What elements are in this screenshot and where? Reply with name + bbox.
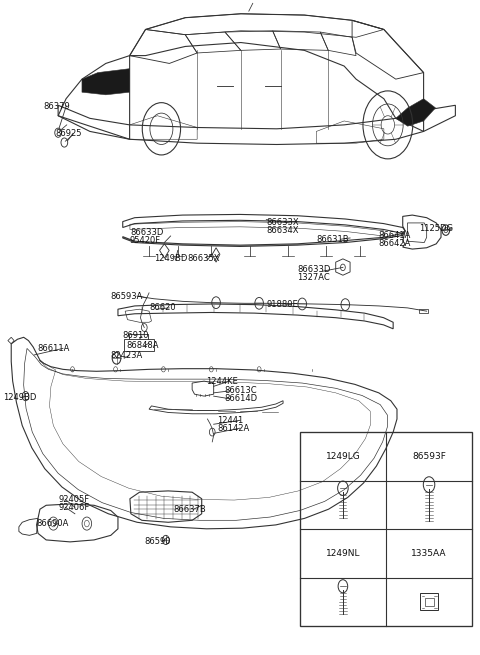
Text: 1249NL: 1249NL bbox=[325, 549, 360, 558]
Text: 95420F: 95420F bbox=[130, 236, 161, 245]
Bar bbox=[300, 432, 472, 626]
Text: 86142A: 86142A bbox=[217, 424, 249, 433]
Text: 86590: 86590 bbox=[144, 536, 171, 546]
Polygon shape bbox=[396, 99, 435, 126]
Text: 1249LG: 1249LG bbox=[325, 452, 360, 461]
Text: 1327AC: 1327AC bbox=[298, 273, 330, 282]
Bar bbox=[424, 597, 433, 606]
Text: 86379: 86379 bbox=[44, 102, 71, 111]
Text: 1335AA: 1335AA bbox=[411, 549, 447, 558]
Text: 86611A: 86611A bbox=[37, 344, 70, 353]
Bar bbox=[420, 593, 438, 610]
Text: 86633D: 86633D bbox=[130, 228, 163, 237]
Text: 82423A: 82423A bbox=[111, 351, 143, 360]
Text: 86620: 86620 bbox=[149, 303, 176, 312]
Polygon shape bbox=[82, 69, 130, 95]
Text: 92405F: 92405F bbox=[58, 495, 89, 504]
Text: 1244KE: 1244KE bbox=[206, 377, 238, 386]
Text: 12441: 12441 bbox=[217, 416, 243, 425]
Text: 86613C: 86613C bbox=[225, 386, 257, 396]
Text: 86634X: 86634X bbox=[266, 226, 299, 235]
Text: 1249BD: 1249BD bbox=[154, 254, 187, 263]
Text: 86614D: 86614D bbox=[225, 394, 258, 403]
Text: 86635X: 86635X bbox=[187, 254, 220, 263]
Text: 86593A: 86593A bbox=[111, 291, 143, 301]
Text: 91880E: 91880E bbox=[266, 300, 298, 309]
Text: 86641A: 86641A bbox=[379, 231, 411, 240]
Bar bbox=[124, 339, 154, 351]
Text: 92406F: 92406F bbox=[58, 503, 89, 512]
Text: 86925: 86925 bbox=[56, 129, 82, 138]
Text: 1125DG: 1125DG bbox=[420, 224, 454, 233]
Text: 86690A: 86690A bbox=[36, 519, 69, 528]
Text: 86910: 86910 bbox=[123, 331, 149, 341]
Text: 86642A: 86642A bbox=[379, 238, 411, 248]
Text: 86631B: 86631B bbox=[317, 234, 349, 244]
Text: 86633X: 86633X bbox=[266, 218, 299, 227]
Text: 86848A: 86848A bbox=[126, 341, 158, 350]
Text: 86637B: 86637B bbox=[173, 505, 206, 514]
Text: 1249BD: 1249BD bbox=[3, 393, 36, 402]
Text: 86593F: 86593F bbox=[412, 452, 446, 461]
Text: 86633D: 86633D bbox=[298, 265, 331, 274]
